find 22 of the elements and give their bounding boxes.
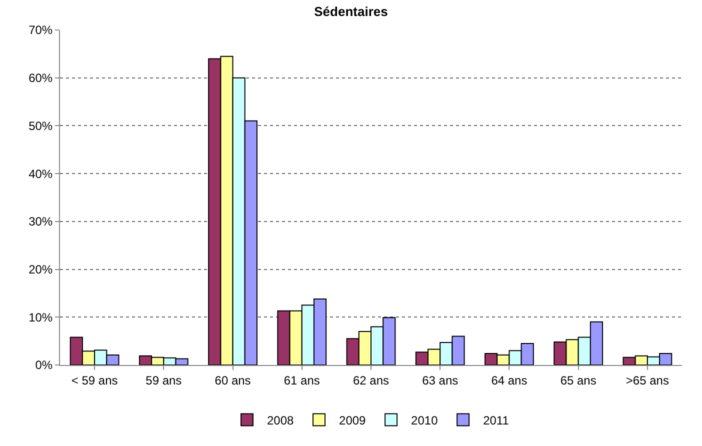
x-tick-label: < 59 ans xyxy=(71,373,118,388)
legend-label: 2008 xyxy=(267,413,294,428)
y-tick-label: 10% xyxy=(28,310,53,324)
x-tick-label: 64 ans xyxy=(491,373,528,388)
x-tick-label: 61 ans xyxy=(284,373,320,388)
x-tick-label: 60 ans xyxy=(214,373,251,388)
y-tick-label: 40% xyxy=(28,166,53,181)
chart-title: Sédentaires xyxy=(314,4,388,19)
x-tick-label: 62 ans xyxy=(352,373,390,388)
y-tick-label: 70% xyxy=(28,23,53,38)
legend-label: 2011 xyxy=(483,413,510,428)
legend-label: 2009 xyxy=(339,413,366,428)
x-tick-label: 59 ans xyxy=(146,373,182,388)
y-tick-label: 60% xyxy=(28,71,53,86)
x-tick-label: >65 ans xyxy=(626,373,669,388)
x-tick-label: 65 ans xyxy=(560,373,596,388)
y-tick-label: 30% xyxy=(28,214,53,229)
x-tick-label: 63 ans xyxy=(422,373,458,388)
y-tick-label: 50% xyxy=(28,118,53,133)
legend-label: 2010 xyxy=(411,413,438,428)
y-tick-label: 20% xyxy=(28,262,53,276)
y-tick-label: 0% xyxy=(35,358,53,372)
